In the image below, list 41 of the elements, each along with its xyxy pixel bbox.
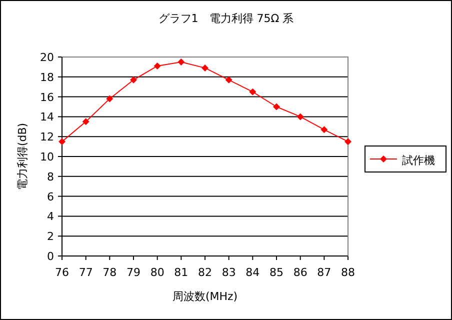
point [202,64,208,72]
x-tick-label: 79 [126,266,140,279]
y-tick-label: 2 [47,230,54,244]
y-tick-label: 12 [40,130,54,144]
x-tick-label: 87 [317,266,332,279]
legend-label: 試作機 [402,154,435,167]
point [320,126,328,134]
y-axis-title: 電力利得(dB) [16,122,29,190]
y-tick-label: 16 [40,90,54,104]
x-tick-label: 77 [78,266,93,279]
y-tick-label: 8 [47,170,54,184]
y-tick-label: 6 [47,190,54,204]
point [178,58,185,66]
point [296,113,304,120]
y-tick-label: 0 [47,250,54,263]
x-tick-label: 85 [270,266,284,279]
point [344,138,352,146]
legend: 試作機 [364,146,446,172]
y-tick-label: 20 [40,51,54,64]
chart-title: グラフ1 電力利得 75Ω 系 [158,12,294,25]
point [82,118,90,126]
point [249,88,256,96]
x-tick-label: 76 [55,266,69,279]
x-tick-label: 80 [150,266,164,279]
y-tick-label: 14 [40,110,54,124]
x-tick-label: 86 [293,266,308,279]
y-tick-label: 10 [40,150,54,164]
point [154,62,161,70]
y-tick-label: 4 [47,210,54,224]
y-tick-label: 18 [40,70,54,84]
x-tick-label: 81 [174,266,188,279]
point [273,103,280,110]
x-axis-title: 周波数(MHz) [172,290,238,303]
point [225,76,232,84]
x-tick-label: 83 [222,266,236,279]
x-tick-label: 84 [246,266,260,279]
x-tick-label: 78 [102,266,117,279]
point [106,95,114,102]
x-tick-label: 88 [341,266,355,279]
x-tick-label: 82 [198,266,212,279]
point [130,76,137,84]
